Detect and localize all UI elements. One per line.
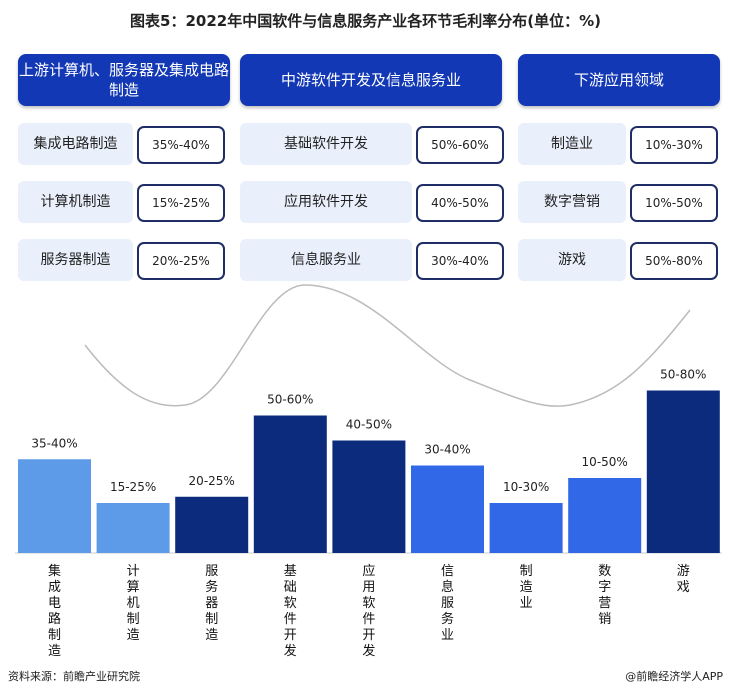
segment-row: 基础软件开发 — [240, 123, 412, 165]
category-label-char: 游 — [677, 564, 690, 579]
category-label-char: 造 — [205, 628, 218, 643]
margin-value: 50%-60% — [416, 126, 504, 164]
category-label-char: 电 — [48, 596, 61, 611]
bar — [411, 465, 484, 553]
category-label-char: 营 — [598, 596, 611, 611]
chart-title: 图表5：2022年中国软件与信息服务产业各环节毛利率分布(单位：%) — [130, 12, 601, 30]
data-label: 50-60% — [267, 393, 313, 407]
segment-label: 计算机制造 — [40, 194, 111, 210]
data-label: 40-50% — [346, 418, 392, 432]
category-label-char: 器 — [205, 596, 218, 611]
bar — [646, 390, 720, 553]
category-label-char: 路 — [48, 611, 61, 627]
category-label-char: 软 — [362, 596, 375, 611]
category-label-char: 业 — [441, 628, 454, 643]
segment-label: 信息服务业 — [291, 252, 361, 268]
category-label-char: 集 — [48, 563, 61, 579]
bar-chart: 35-40%集成电路制造15-25%计算机制造20-25%服务器制造50-60%… — [15, 284, 722, 659]
data-label: 50-80% — [660, 368, 706, 382]
data-label: 30-40% — [424, 443, 470, 457]
category-label-char: 制 — [127, 612, 140, 627]
category-label-char: 销 — [598, 612, 611, 627]
segment-label: 数字营销 — [544, 194, 600, 210]
category-label-char: 基 — [284, 564, 297, 579]
margin-value: 10%-30% — [630, 126, 718, 164]
category-label-char: 业 — [520, 596, 533, 611]
category-label-char: 算 — [127, 580, 140, 595]
data-label: 10-50% — [582, 455, 628, 469]
margin-value: 30%-40% — [416, 242, 504, 280]
bar — [489, 503, 563, 553]
column-header: 中游软件开发及信息服务业 — [240, 54, 502, 106]
column-header: 上游计算机、服务器及集成电路制造 — [18, 54, 230, 106]
category-label-char: 软 — [284, 596, 297, 611]
category-label-char: 成 — [48, 580, 61, 595]
segment-row: 信息服务业 — [240, 239, 412, 281]
segment-row: 服务器制造 — [18, 239, 133, 281]
category-label-char: 造 — [520, 580, 533, 595]
segment-row: 数字营销 — [518, 181, 626, 223]
bar — [332, 440, 406, 553]
category-label-char: 信 — [441, 564, 454, 579]
category-label-char: 础 — [284, 580, 297, 595]
bar — [175, 496, 249, 553]
margin-value: 40%-50% — [416, 184, 504, 222]
category-label-char: 数 — [598, 564, 611, 579]
category-label-char: 服 — [441, 596, 454, 611]
category-label-char: 制 — [205, 612, 218, 627]
segment-label: 应用软件开发 — [284, 194, 368, 210]
category-label-char: 息 — [441, 579, 454, 595]
column-header: 下游应用领域 — [518, 54, 720, 106]
bar — [18, 459, 91, 553]
margin-value: 20%-25% — [137, 242, 225, 280]
segment-row: 制造业 — [518, 123, 626, 165]
margin-value: 15%-25% — [137, 184, 225, 222]
category-label-char: 务 — [205, 579, 218, 595]
segment-label: 集成电路制造 — [33, 136, 118, 152]
category-label-char: 戏 — [677, 580, 690, 595]
data-label: 20-25% — [189, 474, 235, 488]
decorative-curve — [84, 284, 691, 408]
data-label: 10-30% — [503, 480, 549, 494]
category-label-char: 开 — [284, 628, 297, 643]
segment-row: 集成电路制造 — [18, 123, 133, 165]
category-label-char: 造 — [127, 628, 140, 643]
segment-label: 基础软件开发 — [284, 136, 368, 152]
segment-row: 应用软件开发 — [240, 181, 412, 223]
data-label: 15-25% — [110, 480, 156, 494]
category-label-char: 服 — [205, 564, 218, 579]
brand-note: @前瞻经济学人APP — [625, 670, 723, 683]
category-label-char: 发 — [362, 643, 375, 659]
category-label-char: 应 — [362, 563, 375, 579]
category-label-char: 务 — [441, 611, 454, 627]
bar — [253, 415, 327, 553]
bar — [568, 478, 642, 553]
bar — [96, 503, 170, 553]
segment-row: 计算机制造 — [18, 181, 133, 223]
category-label-char: 机 — [127, 596, 140, 611]
segment-label: 制造业 — [551, 136, 593, 152]
segment-label: 游戏 — [558, 252, 586, 268]
source-note: 资料来源：前瞻产业研究院 — [8, 670, 140, 683]
category-label-char: 件 — [362, 612, 375, 627]
category-label-char: 制 — [520, 564, 533, 579]
category-label-char: 字 — [598, 580, 611, 595]
data-label: 35-40% — [31, 436, 77, 450]
margin-value: 10%-50% — [630, 184, 718, 222]
category-label-char: 计 — [127, 564, 140, 579]
margin-value: 50%-80% — [630, 242, 718, 280]
category-label-char: 制 — [48, 628, 61, 643]
category-label-char: 用 — [362, 580, 375, 595]
margin-value: 35%-40% — [137, 126, 225, 164]
segment-row: 游戏 — [518, 239, 626, 281]
category-label-char: 开 — [362, 628, 375, 643]
category-label-char: 件 — [284, 612, 297, 627]
category-label-char: 造 — [48, 644, 61, 659]
segment-label: 服务器制造 — [40, 252, 111, 268]
category-label-char: 发 — [284, 643, 297, 659]
